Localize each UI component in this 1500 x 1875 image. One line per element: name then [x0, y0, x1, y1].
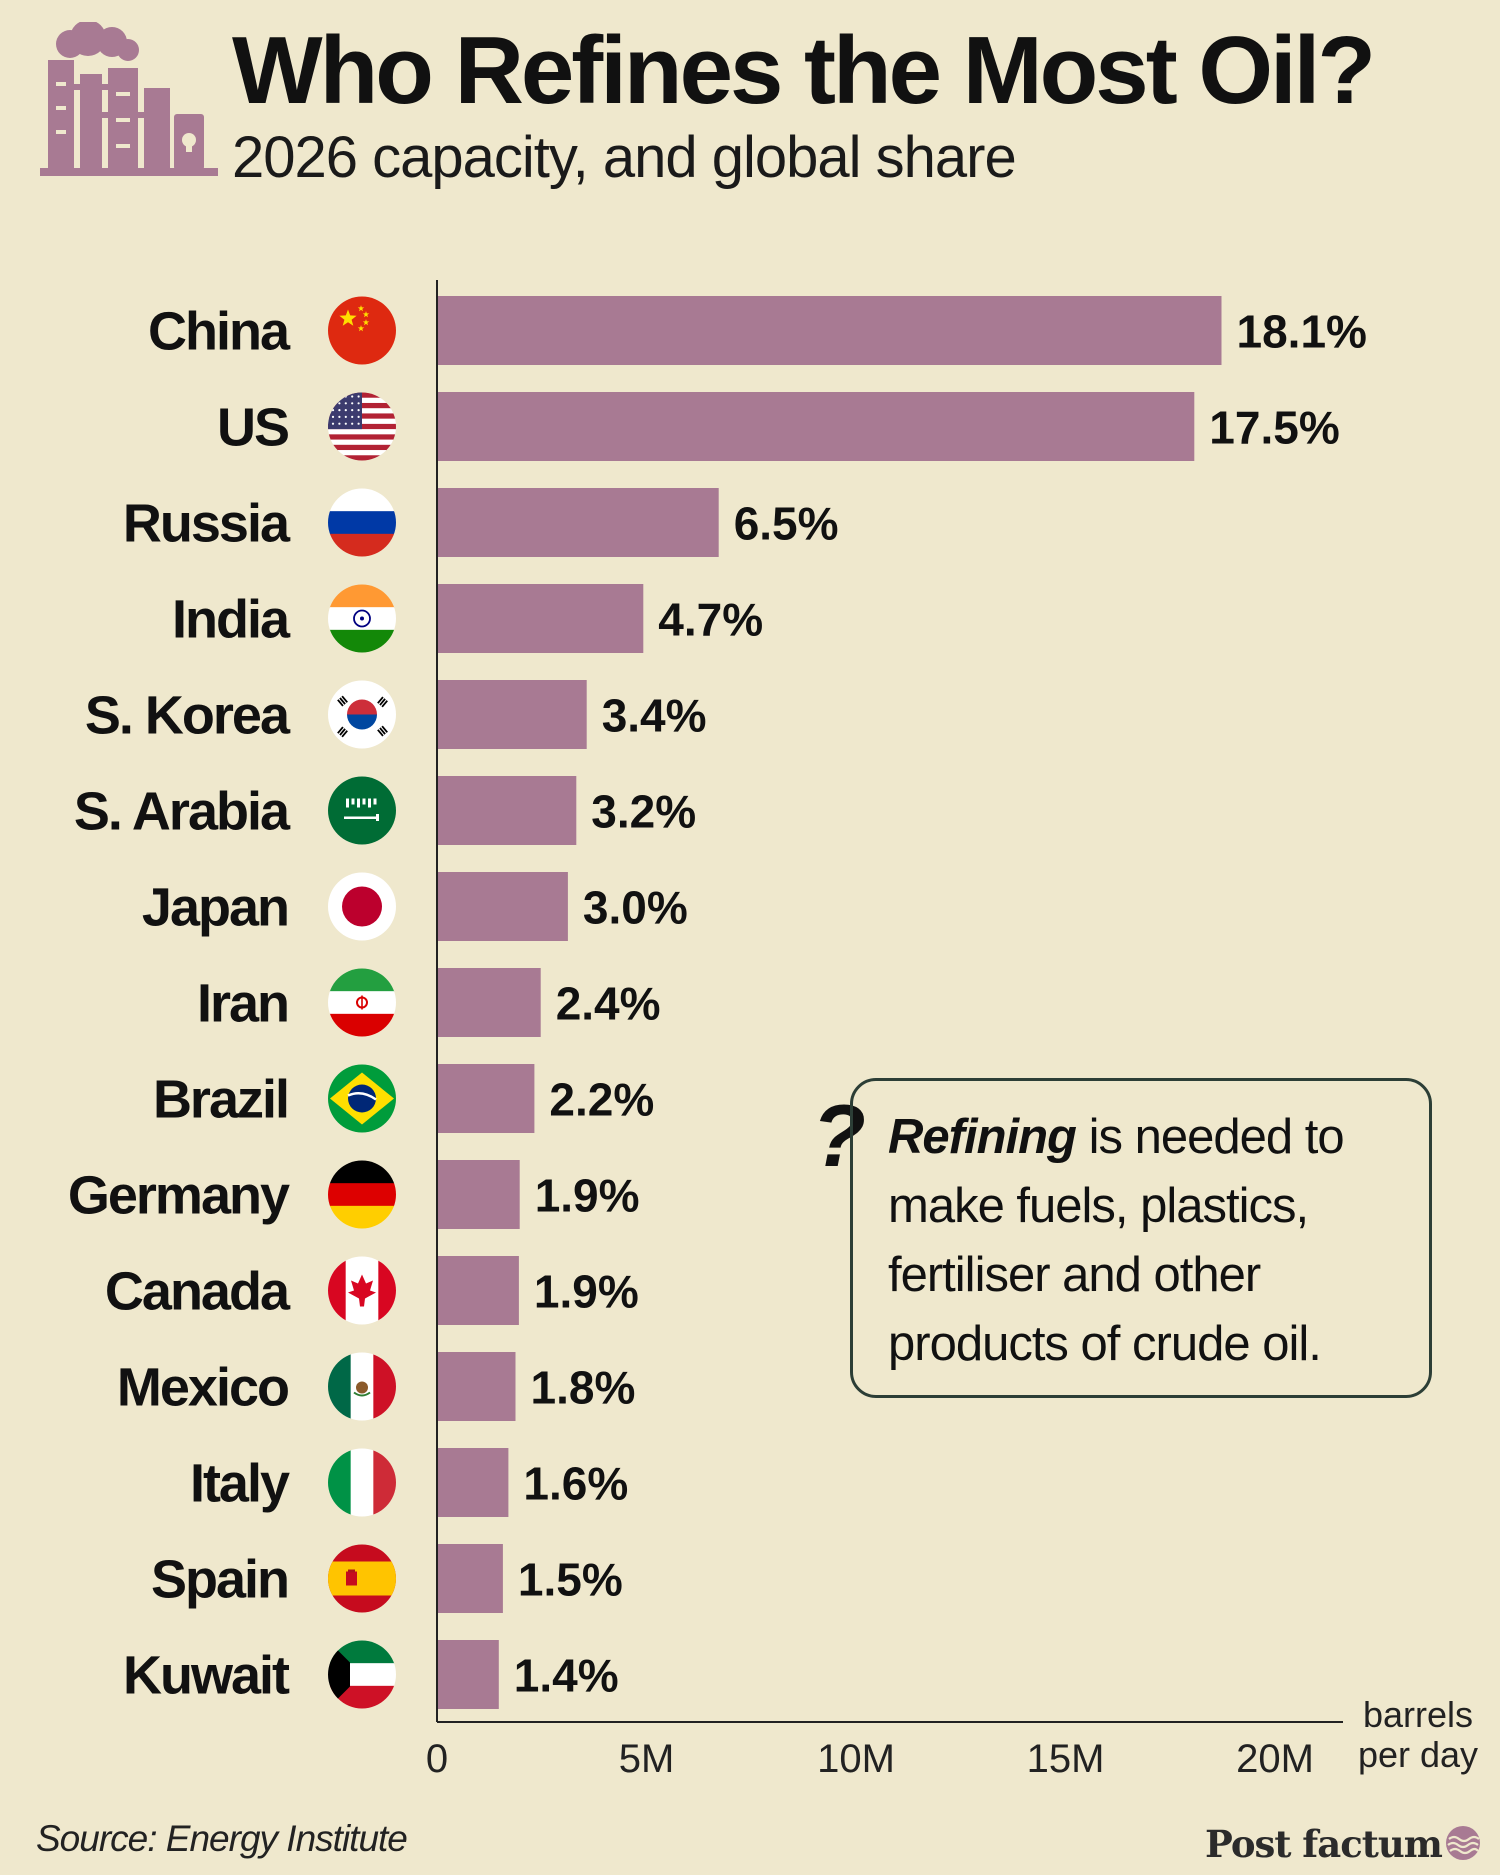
bar: [438, 1352, 516, 1421]
country-label: Italy: [190, 1454, 290, 1514]
country-label: Canada: [105, 1262, 291, 1322]
country-label: Mexico: [117, 1358, 288, 1418]
source-note: Source: Energy Institute: [36, 1818, 408, 1859]
tick-label: 20M: [1236, 1737, 1314, 1781]
data-label: 1.6%: [523, 1458, 628, 1510]
bar: [438, 296, 1222, 365]
data-label: 1.5%: [518, 1554, 623, 1606]
refinery-icon: [40, 22, 218, 176]
india-flag-icon: [328, 584, 396, 653]
germany-flag-icon: [328, 1160, 396, 1229]
canada-flag-icon: [328, 1256, 396, 1325]
bar: [438, 776, 577, 845]
country-label: S. Korea: [85, 686, 291, 746]
country-label: Japan: [142, 878, 288, 938]
data-label: 6.5%: [734, 498, 839, 550]
data-label: 3.4%: [602, 690, 707, 742]
bar: [438, 680, 587, 749]
bar: [438, 584, 644, 653]
iran-flag-icon: [328, 968, 396, 1037]
question-mark-icon: ?: [812, 1086, 866, 1185]
info-line-4: products of crude oil.: [888, 1317, 1322, 1371]
brand-name: Post factum: [1205, 1822, 1443, 1866]
tick-label: 10M: [817, 1737, 895, 1781]
data-label: 1.9%: [535, 1170, 640, 1222]
info-callout: Refining is needed to make fuels, plasti…: [850, 1078, 1432, 1398]
info-emphasis: Refining: [888, 1110, 1077, 1164]
page-subtitle: 2026 capacity, and global share: [232, 125, 1017, 190]
data-label: 3.0%: [583, 882, 688, 934]
russia-flag-icon: [328, 488, 396, 557]
data-label: 4.7%: [658, 594, 763, 646]
bar: [438, 1256, 519, 1325]
info-line-1: is needed to: [1075, 1110, 1345, 1164]
bar: [438, 1448, 509, 1517]
tick-label: 0: [426, 1737, 448, 1781]
italy-flag-icon: [328, 1448, 396, 1517]
country-label: Brazil: [153, 1070, 288, 1130]
bar: [438, 968, 541, 1037]
unit-label: barrels: [1363, 1694, 1473, 1735]
tick-label: 15M: [1027, 1737, 1105, 1781]
country-label: Germany: [68, 1166, 290, 1226]
info-line-2: make fuels, plastics,: [888, 1179, 1309, 1233]
bar: [438, 1544, 503, 1613]
unit-label: per day: [1358, 1734, 1478, 1775]
data-label: 1.4%: [514, 1650, 619, 1702]
kuwait-flag-icon: [328, 1640, 396, 1709]
bar: [438, 392, 1195, 461]
country-label: Iran: [197, 974, 288, 1034]
data-label: 1.9%: [534, 1266, 639, 1318]
saudi-arabia-flag-icon: [328, 776, 396, 845]
info-line-3: fertiliser and other: [888, 1248, 1261, 1302]
bar: [438, 1640, 499, 1709]
china-flag-icon: [328, 296, 396, 365]
mexico-flag-icon: [328, 1352, 396, 1421]
data-label: 2.4%: [556, 978, 661, 1030]
data-label: 17.5%: [1209, 402, 1339, 454]
country-label: India: [172, 590, 291, 650]
japan-flag-icon: [328, 872, 396, 941]
spain-flag-icon: [328, 1544, 396, 1613]
page-title: Who Refines the Most Oil?: [232, 17, 1376, 124]
tick-label: 5M: [619, 1737, 675, 1781]
bar: [438, 1064, 535, 1133]
south-korea-flag-icon: [328, 680, 396, 749]
country-label: Russia: [123, 494, 291, 554]
bar: [438, 1160, 520, 1229]
brazil-flag-icon: [328, 1064, 396, 1133]
country-label: Kuwait: [123, 1646, 290, 1706]
us-flag-icon: [328, 392, 396, 461]
country-label: S. Arabia: [74, 782, 291, 842]
wave-circle-icon: [1446, 1826, 1480, 1860]
country-label: Spain: [151, 1550, 288, 1610]
bar: [438, 872, 568, 941]
data-label: 2.2%: [549, 1074, 654, 1126]
data-label: 18.1%: [1237, 306, 1367, 358]
data-label: 3.2%: [591, 786, 696, 838]
country-label: China: [148, 302, 291, 362]
bar: [438, 488, 719, 557]
country-label: US: [217, 398, 288, 458]
data-label: 1.8%: [531, 1362, 636, 1414]
